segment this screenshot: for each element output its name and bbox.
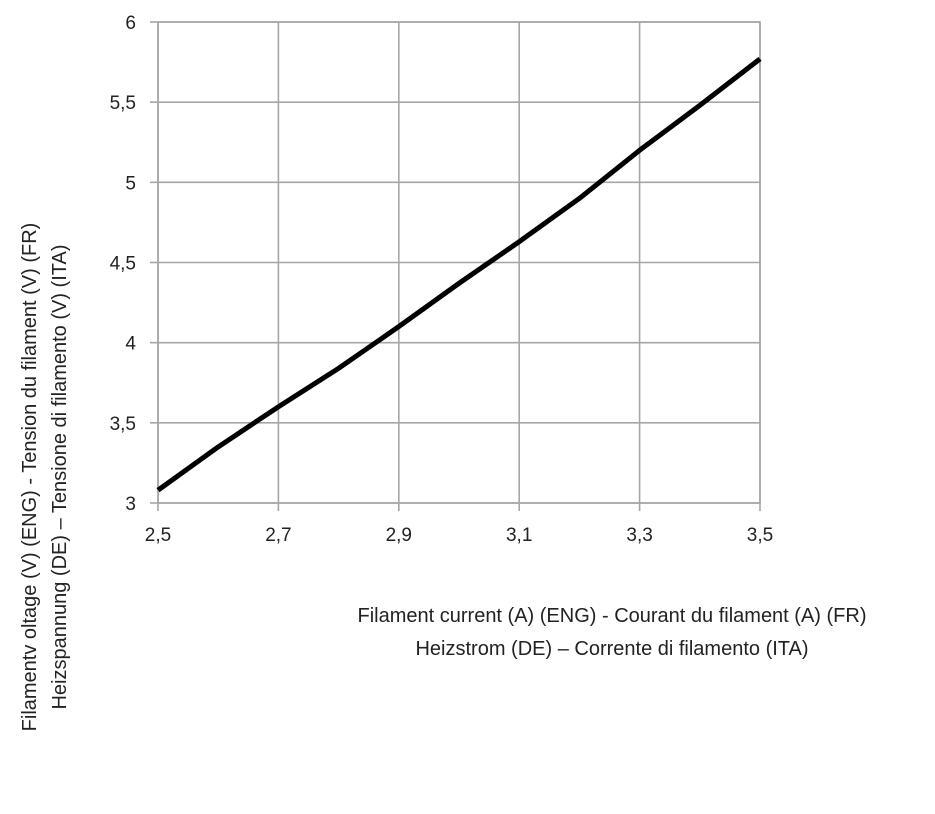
x-tick-label: 2,9 [386, 525, 412, 546]
x-axis-title-line-1: Filament current (A) (ENG) - Courant du … [358, 605, 867, 627]
y-tick-label: 5 [125, 173, 136, 194]
y-axis-title-line-2: Heizspannung (DE) – Tensione di filament… [49, 244, 71, 709]
y-axis-title-line-1: Filamentv oltage (V) (ENG) - Tension du … [19, 223, 41, 732]
grid [157, 21, 761, 504]
x-tick-label: 3,3 [626, 525, 652, 546]
y-tick-label: 4,5 [110, 254, 136, 275]
x-tick-label: 2,7 [265, 525, 291, 546]
y-tick-label: 5,5 [110, 93, 136, 114]
x-tick-label: 3,1 [506, 525, 532, 546]
x-axis-title-line-2: Heizstrom (DE) – Corrente di filamento (… [415, 638, 808, 660]
y-tick-label: 4 [125, 334, 136, 355]
y-tick-label: 3,5 [110, 414, 136, 435]
x-tick-label: 3,5 [747, 525, 773, 546]
axis-ticks [150, 21, 761, 511]
series-line [156, 56, 762, 493]
series-layer [156, 56, 762, 493]
y-tick-label: 3 [125, 494, 136, 515]
tick-labels: 2,5 2,7 2,9 3,1 3,3 3,5 3 3,5 4 4,5 5 5,5 6 [110, 13, 774, 546]
x-tick-label: 2,5 [145, 525, 171, 546]
y-tick-label: 6 [125, 13, 136, 34]
